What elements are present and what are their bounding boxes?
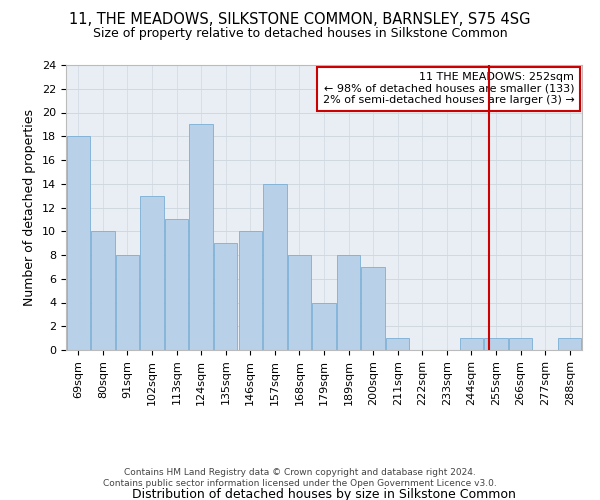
Bar <box>460 338 483 350</box>
Bar <box>91 231 115 350</box>
Bar <box>165 220 188 350</box>
Bar <box>484 338 508 350</box>
Bar <box>509 338 532 350</box>
Bar <box>140 196 164 350</box>
Bar <box>116 255 139 350</box>
Bar <box>386 338 409 350</box>
Text: 11 THE MEADOWS: 252sqm
← 98% of detached houses are smaller (133)
2% of semi-det: 11 THE MEADOWS: 252sqm ← 98% of detached… <box>323 72 574 106</box>
X-axis label: Distribution of detached houses by size in Silkstone Common: Distribution of detached houses by size … <box>132 488 516 500</box>
Bar <box>558 338 581 350</box>
Bar <box>190 124 213 350</box>
Bar <box>214 243 238 350</box>
Bar <box>239 231 262 350</box>
Y-axis label: Number of detached properties: Number of detached properties <box>23 109 37 306</box>
Text: Contains HM Land Registry data © Crown copyright and database right 2024.
Contai: Contains HM Land Registry data © Crown c… <box>103 468 497 487</box>
Bar <box>288 255 311 350</box>
Bar <box>337 255 360 350</box>
Text: 11, THE MEADOWS, SILKSTONE COMMON, BARNSLEY, S75 4SG: 11, THE MEADOWS, SILKSTONE COMMON, BARNS… <box>69 12 531 28</box>
Bar <box>313 302 335 350</box>
Text: Size of property relative to detached houses in Silkstone Common: Size of property relative to detached ho… <box>92 28 508 40</box>
Bar <box>361 267 385 350</box>
Bar <box>263 184 287 350</box>
Bar <box>67 136 90 350</box>
